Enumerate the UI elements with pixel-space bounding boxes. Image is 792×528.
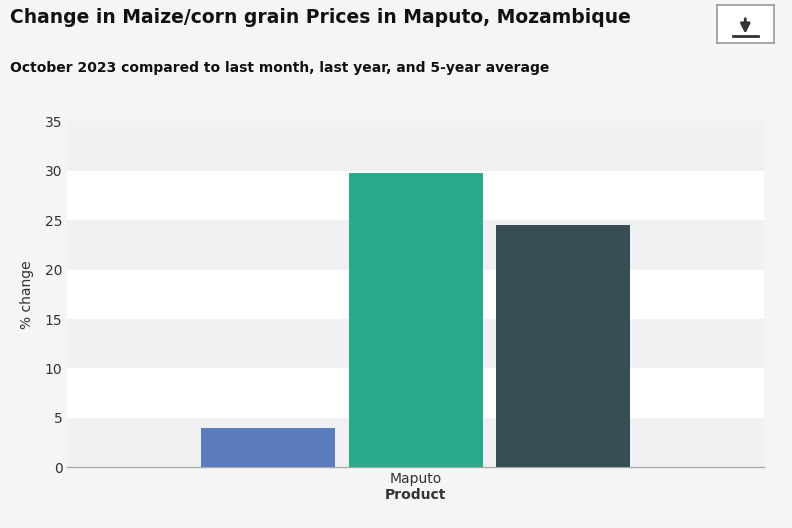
Bar: [67, 319, 764, 369]
Bar: [201, 428, 335, 467]
Y-axis label: % change: % change: [20, 260, 34, 328]
Bar: [348, 173, 483, 467]
Bar: [67, 121, 764, 171]
Bar: [67, 418, 764, 467]
Bar: [67, 171, 764, 220]
X-axis label: Product: Product: [385, 487, 447, 502]
Bar: [67, 369, 764, 418]
Text: Change in Maize/corn grain Prices in Maputo, Mozambique: Change in Maize/corn grain Prices in Map…: [10, 8, 630, 27]
Bar: [67, 270, 764, 319]
Bar: [67, 220, 764, 270]
Bar: [497, 225, 630, 467]
Text: October 2023 compared to last month, last year, and 5-year average: October 2023 compared to last month, las…: [10, 61, 549, 75]
